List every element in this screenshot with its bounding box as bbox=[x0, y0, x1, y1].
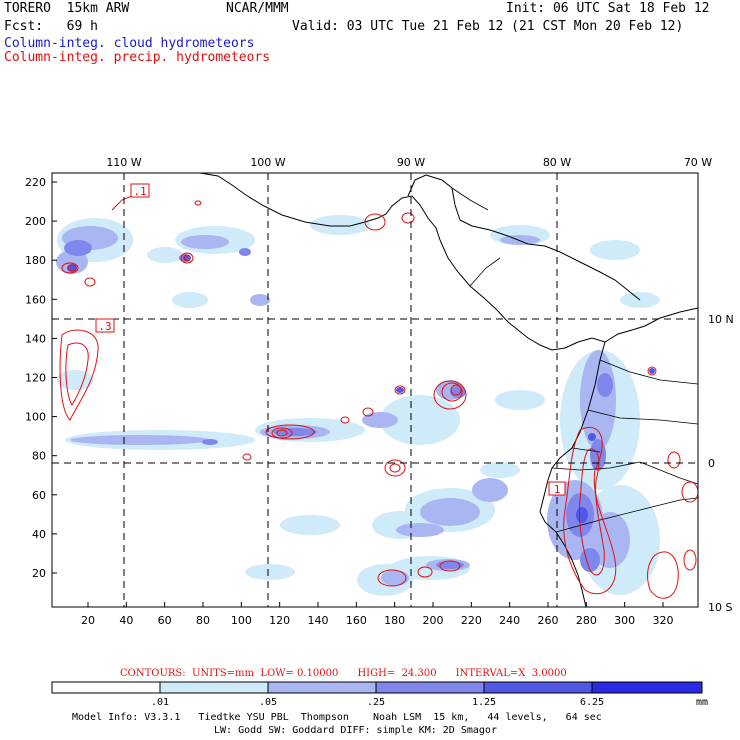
y-tick-label: 140 bbox=[25, 332, 46, 345]
y-tick-label: 60 bbox=[32, 489, 46, 502]
colorbar-label-3: 1.25 bbox=[471, 697, 497, 708]
lon-label: 110 W bbox=[106, 156, 141, 169]
model-title: TORERO 15km ARW bbox=[4, 1, 130, 16]
colorbar-label-0: .01 bbox=[150, 697, 170, 708]
x-tick-label: 120 bbox=[269, 614, 290, 627]
y-tick-label: 160 bbox=[25, 293, 46, 306]
colorbar-bin-2 bbox=[267, 681, 377, 694]
colorbar bbox=[51, 681, 703, 694]
lat-label: 10 N bbox=[708, 313, 734, 326]
precip-field-label: Column-integ. precip. hydrometeors bbox=[4, 50, 271, 65]
lon-label: 90 W bbox=[397, 156, 425, 169]
colorbar-label-2: .25 bbox=[366, 697, 386, 708]
y-tick-label: 220 bbox=[25, 176, 46, 189]
y-tick-label: 180 bbox=[25, 254, 46, 267]
cloud-shade-medium bbox=[56, 226, 630, 586]
map-frame bbox=[51, 172, 699, 608]
contour-label-1: .3 bbox=[98, 320, 111, 333]
x-tick-label: 40 bbox=[119, 614, 133, 627]
latlon-grid bbox=[52, 173, 698, 607]
axis-ticks bbox=[52, 181, 664, 607]
coastline-south-america-west bbox=[539, 341, 606, 607]
x-tick-label: 260 bbox=[538, 614, 559, 627]
valid-time: Valid: 03 UTC Tue 21 Feb 12 (21 CST Mon … bbox=[292, 19, 684, 34]
y-tick-label: 120 bbox=[25, 372, 46, 385]
x-tick-label: 220 bbox=[461, 614, 482, 627]
x-tick-label: 20 bbox=[81, 614, 95, 627]
y-tick-label: 20 bbox=[32, 567, 46, 580]
contour-label-2: 1 bbox=[554, 483, 561, 496]
colorbar-bin-1 bbox=[159, 681, 269, 694]
x-tick-label: 80 bbox=[196, 614, 210, 627]
x-tick-label: 300 bbox=[614, 614, 635, 627]
lon-label: 100 W bbox=[250, 156, 285, 169]
border-lines bbox=[451, 187, 698, 533]
colorbar-unit: mm bbox=[695, 697, 709, 708]
model-info: Model Info: V3.3.1 Tiedtke YSU PBL Thomp… bbox=[72, 712, 602, 723]
y-tick-label: 200 bbox=[25, 215, 46, 228]
y-tick-label: 40 bbox=[32, 528, 46, 541]
x-tick-label: 60 bbox=[158, 614, 172, 627]
contour-label-0: .1 bbox=[133, 185, 146, 198]
x-tick-label: 160 bbox=[346, 614, 367, 627]
y-tick-label: 80 bbox=[32, 450, 46, 463]
x-tick-label: 100 bbox=[231, 614, 252, 627]
contours-info: CONTOURS: UNITS=mm LOW= 0.10000 HIGH= 24… bbox=[120, 668, 567, 679]
y-tick-label: 100 bbox=[25, 411, 46, 424]
x-tick-label: 240 bbox=[499, 614, 520, 627]
lon-label: 70 W bbox=[684, 156, 712, 169]
colorbar-bin-4 bbox=[483, 681, 593, 694]
x-tick-label: 320 bbox=[653, 614, 674, 627]
forecast-hour: Fcst: 69 h bbox=[4, 19, 98, 34]
physics-info: LW: Godd SW: Goddard DIFF: simple KM: 2D… bbox=[214, 725, 497, 736]
x-tick-label: 180 bbox=[384, 614, 405, 627]
precip-contours bbox=[59, 195, 698, 599]
x-tick-label: 200 bbox=[423, 614, 444, 627]
colorbar-label-1: .05 bbox=[258, 697, 278, 708]
colorbar-bin-5 bbox=[591, 681, 703, 694]
organization: NCAR/MMM bbox=[226, 1, 289, 16]
colorbar-label-4: 6.25 bbox=[579, 697, 605, 708]
init-time: Init: 06 UTC Sat 18 Feb 12 bbox=[506, 1, 710, 16]
coastline-yucatan bbox=[407, 174, 641, 301]
lon-label: 80 W bbox=[543, 156, 571, 169]
colorbar-bin-0 bbox=[51, 681, 161, 694]
lat-label: 0 bbox=[708, 457, 715, 470]
cloud-field-label: Column-integ. cloud hydrometeors bbox=[4, 36, 255, 51]
contour-label-boxes: .1 .3 1 bbox=[95, 183, 566, 496]
x-tick-label: 280 bbox=[576, 614, 597, 627]
coastline-central-america bbox=[439, 239, 698, 351]
colorbar-bin-3 bbox=[375, 681, 485, 694]
lat-label: 10 S bbox=[708, 601, 732, 614]
cloud-shading-layer bbox=[56, 215, 660, 596]
x-tick-label: 140 bbox=[308, 614, 329, 627]
